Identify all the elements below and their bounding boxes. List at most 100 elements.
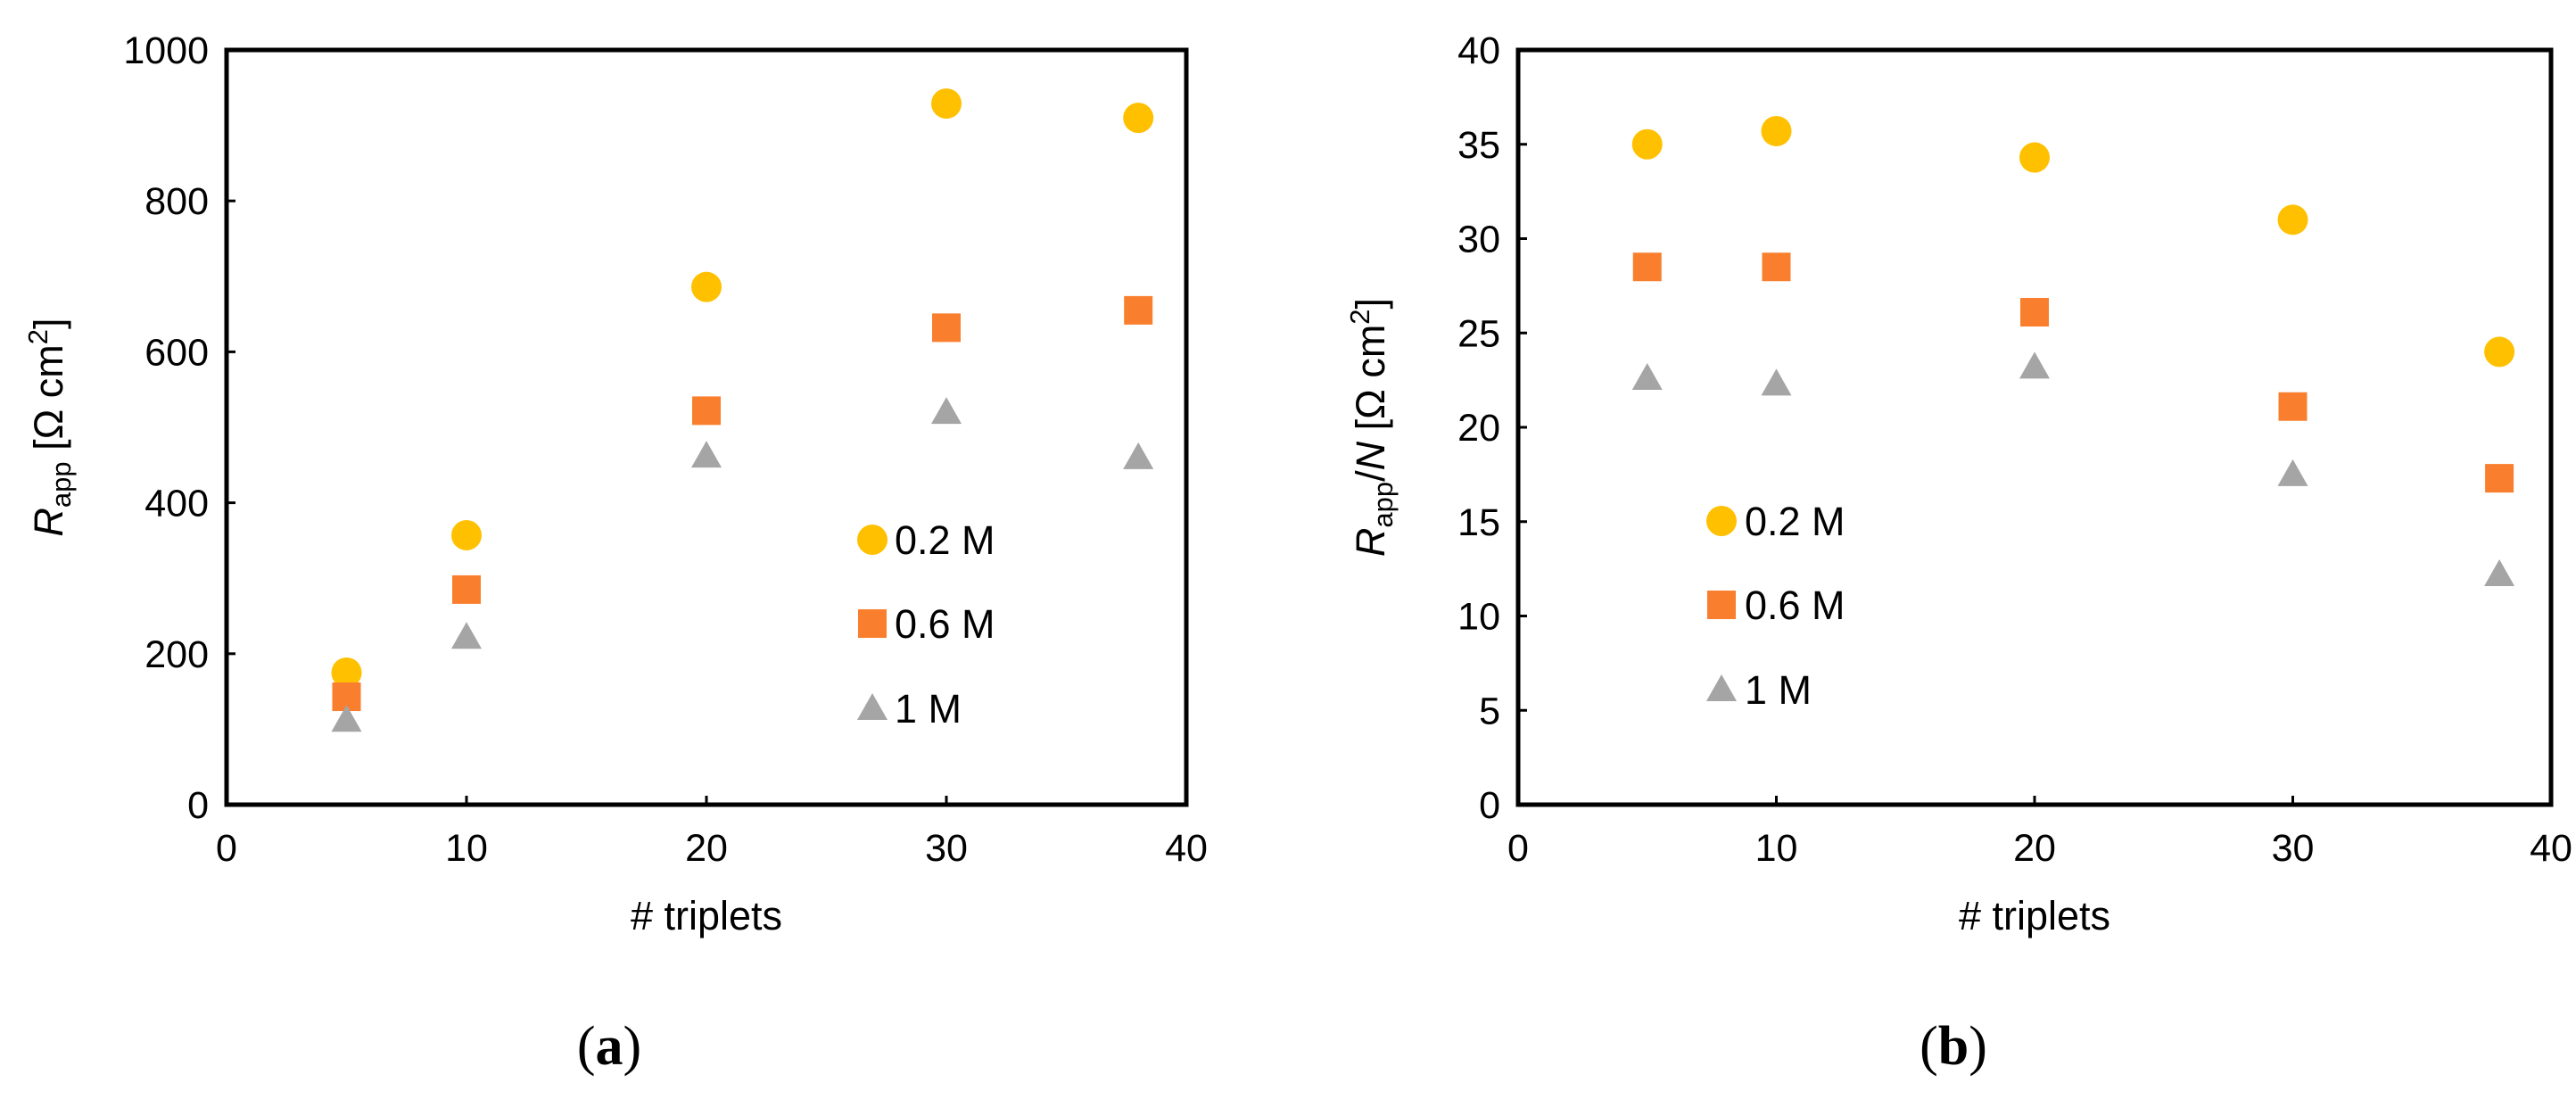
x-tick-label: 30 bbox=[925, 827, 968, 870]
series-0-6m bbox=[1632, 252, 2514, 493]
data-point-square bbox=[692, 396, 721, 426]
y-axis-title: Rapp [Ω cm2] bbox=[22, 318, 77, 536]
y-tick-label: 30 bbox=[1457, 219, 1500, 261]
y-axis-title-slash: / bbox=[1348, 470, 1393, 482]
data-point-square bbox=[1632, 252, 1662, 282]
data-point-square bbox=[1762, 252, 1791, 282]
data-point-triangle bbox=[2277, 459, 2308, 486]
data-point-square bbox=[2020, 297, 2049, 327]
panel-label: (a) bbox=[577, 1016, 641, 1077]
x-tick-label: 0 bbox=[1507, 827, 1529, 870]
y-tick-label: 10 bbox=[1457, 596, 1500, 639]
y-tick-label: 1000 bbox=[123, 29, 209, 72]
legend-marker-circle bbox=[857, 525, 888, 555]
panel-b-chart: 0 10 20 30 40 0 5 10 15 20 25 30 35 40 # triplets Rapp/… bbox=[1344, 29, 2572, 1077]
y-tick-label: 35 bbox=[1457, 124, 1500, 167]
data-point-circle bbox=[2019, 142, 2050, 173]
x-tick-label: 40 bbox=[2530, 827, 2572, 870]
y-tick-label: 5 bbox=[1479, 690, 1500, 732]
panel-label-open: ( bbox=[577, 1016, 596, 1077]
panel-label-letter: a bbox=[596, 1016, 623, 1077]
legend-label: 0.6 M bbox=[1745, 583, 1845, 628]
data-point-square bbox=[932, 313, 961, 343]
panel-label: (b) bbox=[1920, 1016, 1987, 1077]
legend-marker-square bbox=[858, 609, 887, 638]
y-axis-title-close: ] bbox=[1348, 298, 1393, 310]
y-axis-title-n: N bbox=[1348, 441, 1393, 470]
data-point-triangle bbox=[1761, 368, 1792, 396]
data-point-triangle bbox=[2019, 351, 2050, 379]
y-tick-label: 0 bbox=[187, 784, 209, 827]
legend-label: 1 M bbox=[1745, 667, 1812, 713]
data-point-triangle bbox=[2484, 558, 2515, 586]
legend-label: 0.2 M bbox=[1745, 499, 1845, 544]
y-axis-title-symbol: R bbox=[26, 508, 71, 537]
plot-frame bbox=[224, 47, 1189, 807]
y-tick-label: 400 bbox=[144, 483, 209, 525]
y-axis-title: Rapp/N [Ω cm2] bbox=[1344, 298, 1399, 557]
x-tick-label: 10 bbox=[445, 827, 488, 870]
data-point-triangle bbox=[451, 622, 482, 649]
series-0-2m bbox=[331, 88, 1154, 688]
legend-marker-triangle bbox=[1706, 674, 1737, 701]
legend: 0.2 M 0.6 M 1 M bbox=[857, 517, 995, 732]
x-tick-label: 40 bbox=[1165, 827, 1208, 870]
data-point-circle bbox=[331, 657, 362, 688]
x-tick-label: 0 bbox=[216, 827, 237, 870]
x-tick-label: 20 bbox=[2013, 827, 2056, 870]
data-point-circle bbox=[931, 88, 962, 120]
data-point-triangle bbox=[1631, 363, 1663, 391]
data-point-circle bbox=[1123, 103, 1154, 134]
data-point-triangle bbox=[931, 397, 962, 425]
data-point-square bbox=[1124, 295, 1153, 325]
y-tick-label: 0 bbox=[1479, 784, 1500, 827]
series-1m bbox=[1631, 351, 2515, 586]
y-tick-label: 15 bbox=[1457, 501, 1500, 544]
series-1m bbox=[331, 397, 1154, 732]
data-point-triangle bbox=[1123, 442, 1154, 469]
series-0-6m bbox=[332, 295, 1153, 712]
x-tick-label: 20 bbox=[685, 827, 728, 870]
data-point-square bbox=[2485, 464, 2514, 493]
y-axis-title-symbol: R bbox=[1348, 528, 1393, 558]
panel-label-letter: b bbox=[1938, 1016, 1969, 1077]
x-tick-label: 30 bbox=[2272, 827, 2315, 870]
panel-label-close: ) bbox=[623, 1016, 642, 1077]
x-axis-title: # triplets bbox=[1959, 893, 2110, 938]
y-axis-title-subscript: app bbox=[1367, 482, 1399, 528]
y-tick-label: 20 bbox=[1457, 407, 1500, 450]
data-point-circle bbox=[1631, 128, 1663, 160]
y-axis-title-subscript: app bbox=[45, 461, 77, 508]
data-point-circle bbox=[2277, 204, 2308, 236]
data-point-circle bbox=[451, 519, 482, 550]
legend: 0.2 M 0.6 M 1 M bbox=[1706, 499, 1845, 713]
legend-label: 1 M bbox=[895, 686, 962, 732]
panel-label-close: ) bbox=[1969, 1016, 1987, 1077]
y-axis-title-unit: [Ω cm bbox=[1348, 325, 1393, 442]
data-point-square bbox=[452, 575, 481, 604]
data-point-circle bbox=[691, 271, 722, 302]
x-tick-label: 10 bbox=[1755, 827, 1798, 870]
panel-label-open: ( bbox=[1920, 1016, 1938, 1077]
y-tick-label: 600 bbox=[144, 331, 209, 374]
legend-marker-triangle bbox=[857, 693, 888, 720]
y-axis-title-superscript: 2 bbox=[1344, 309, 1375, 324]
y-tick-label: 200 bbox=[144, 633, 209, 676]
legend-label: 0.2 M bbox=[895, 517, 995, 563]
y-axis-title-unit: [Ω cm bbox=[26, 344, 71, 461]
data-point-circle bbox=[1761, 115, 1792, 146]
data-point-circle bbox=[2484, 336, 2515, 368]
data-point-square bbox=[2278, 392, 2308, 421]
y-axis-title-superscript: 2 bbox=[22, 329, 54, 344]
y-tick-label: 40 bbox=[1457, 29, 1500, 72]
data-point-triangle bbox=[691, 441, 722, 468]
y-tick-label: 800 bbox=[144, 180, 209, 223]
series-0-2m bbox=[1631, 115, 2515, 368]
legend-marker-circle bbox=[1706, 506, 1737, 536]
y-axis-title-close: ] bbox=[26, 318, 71, 329]
legend-marker-square bbox=[1707, 591, 1736, 619]
data-point-triangle bbox=[331, 705, 362, 732]
y-tick-label: 25 bbox=[1457, 312, 1500, 355]
